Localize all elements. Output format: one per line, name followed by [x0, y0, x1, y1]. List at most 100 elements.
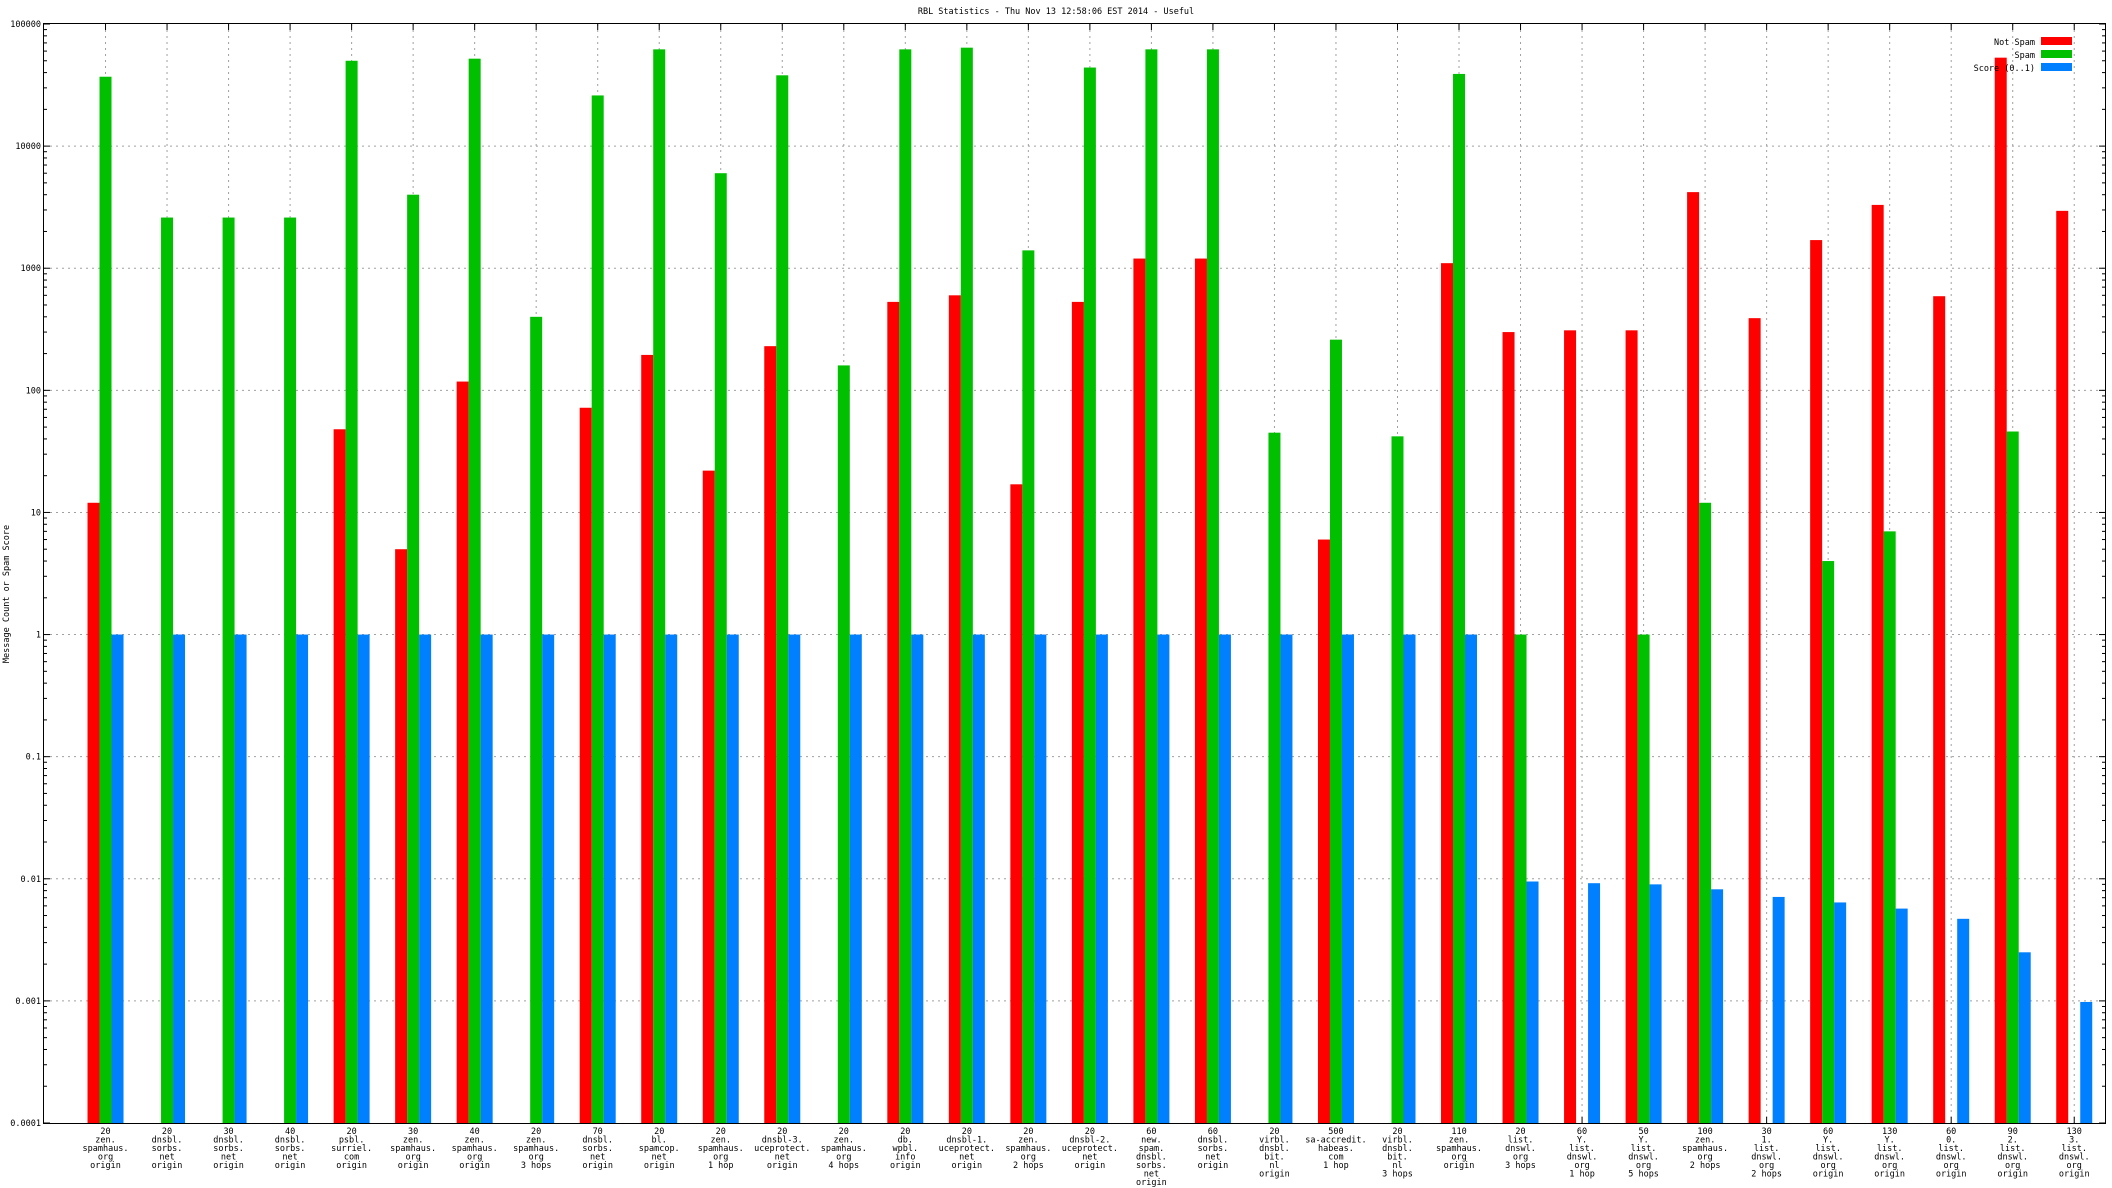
bar-score-0-1: [1649, 884, 1662, 1123]
x-tick-label: spamhaus.: [513, 1144, 559, 1154]
x-tick-label: uceprotect.: [1062, 1144, 1118, 1154]
x-tick-label: dnsbl.: [1382, 1144, 1413, 1154]
x-tick-label: org: [98, 1153, 113, 1163]
bar-not-spam: [1994, 57, 2007, 1124]
y-tick-label: 0.1: [26, 753, 41, 763]
bar-not-spam: [1933, 296, 1946, 1123]
x-tick-label: dnswl.: [1874, 1153, 1905, 1163]
x-tick-label: 20: [716, 1127, 726, 1137]
x-tick-label: 30: [223, 1127, 233, 1137]
bar-not-spam: [764, 346, 777, 1123]
x-tick-label: info: [895, 1153, 915, 1163]
x-tick-label: 20: [962, 1127, 972, 1137]
x-tick-label: list.: [1754, 1144, 1780, 1154]
x-tick-label: dnswl.: [1813, 1153, 1844, 1163]
bar-score-0-1: [542, 634, 555, 1123]
x-tick-label: 30: [408, 1127, 418, 1137]
bar-score-0-1: [480, 634, 493, 1123]
x-tick-label: origin: [1874, 1170, 1905, 1180]
x-tick-label: 60: [1946, 1127, 1956, 1137]
x-tick-label: 70: [593, 1127, 603, 1137]
x-tick-label: 130: [2067, 1127, 2082, 1137]
plot-frame: [43, 23, 2106, 1124]
x-tick-label: origin: [152, 1161, 183, 1171]
x-tick-label: org: [1759, 1161, 1774, 1171]
y-tick-label: 10000: [15, 142, 41, 152]
x-tick-label: 1 hop: [708, 1161, 734, 1171]
bar-not-spam: [887, 301, 900, 1123]
bar-score-0-1: [2018, 952, 2031, 1123]
bar-not-spam: [702, 470, 715, 1123]
x-tick-label: spamhaus.: [1436, 1144, 1482, 1154]
bar-score-0-1: [911, 634, 924, 1123]
y-tick-label: 100: [26, 386, 41, 396]
x-tick-label: dnsbl.: [275, 1136, 306, 1146]
x-tick-label: net: [1205, 1153, 1220, 1163]
bar-not-spam: [333, 429, 346, 1123]
bar-not-spam: [1441, 263, 1454, 1123]
x-tick-label: 20: [1023, 1127, 1033, 1137]
x-tick-label: origin: [459, 1161, 490, 1171]
x-tick-label: 1 hop: [1569, 1170, 1595, 1180]
bar-not-spam: [1502, 332, 1515, 1123]
x-tick-label: 60: [1146, 1127, 1156, 1137]
x-tick-label: org: [467, 1153, 482, 1163]
x-tick-label: net: [159, 1153, 174, 1163]
bar-not-spam: [1317, 539, 1330, 1123]
x-tick-label: 60: [1577, 1127, 1587, 1137]
x-tick-label: spamhaus.: [452, 1144, 498, 1154]
x-tick-label: origin: [2059, 1170, 2090, 1180]
bar-score-0-1: [1341, 634, 1354, 1123]
x-tick-label: db.: [898, 1136, 913, 1146]
x-tick-label: 60: [1208, 1127, 1218, 1137]
x-tick-label: list.: [1938, 1144, 1964, 1154]
bar-not-spam: [1564, 330, 1577, 1123]
x-tick-label: 130: [1882, 1127, 1897, 1137]
bars: [87, 47, 2093, 1124]
bar-score-0-1: [1157, 634, 1170, 1123]
bar-spam: [407, 194, 420, 1124]
x-tick-label: org: [1636, 1161, 1651, 1171]
bar-spam: [653, 49, 666, 1123]
x-tick-label: 20: [1269, 1127, 1279, 1137]
x-tick-label: sorbs.: [213, 1144, 244, 1154]
x-tick-label: dnsbl.: [1136, 1153, 1167, 1163]
bar-not-spam: [1810, 240, 1823, 1123]
bar-spam: [1699, 502, 1712, 1124]
x-tick-label: dnsbl.: [582, 1136, 613, 1146]
x-tick-label: 110: [1451, 1127, 1466, 1137]
bar-spam: [960, 47, 973, 1123]
bar-score-0-1: [603, 634, 616, 1123]
bar-spam: [468, 58, 481, 1123]
bar-score-0-1: [2080, 1001, 2093, 1123]
x-tick-label: 20: [162, 1127, 172, 1137]
x-tick-label: zen.: [464, 1136, 484, 1146]
x-tick-label: spamhaus.: [390, 1144, 436, 1154]
x-tick-label: list.: [1508, 1136, 1534, 1146]
x-tick-label: Y.: [1885, 1136, 1895, 1146]
x-tick-label: 30: [1762, 1127, 1772, 1137]
bar-score-0-1: [173, 634, 186, 1123]
x-tick-label: 20: [1392, 1127, 1402, 1137]
x-tick-label: virbl.: [1382, 1136, 1413, 1146]
x-tick-label: 20: [100, 1127, 110, 1137]
x-tick-label: net: [590, 1153, 605, 1163]
x-tick-label: org: [1944, 1161, 1959, 1171]
bar-spam: [99, 76, 112, 1123]
bar-score-0-1: [849, 634, 862, 1123]
bar-score-0-1: [1834, 902, 1847, 1123]
y-tick-label: 100000: [10, 20, 41, 30]
x-tick-label: sorbs.: [275, 1144, 306, 1154]
bar-score-0-1: [665, 634, 678, 1123]
x-tick-label: zen.: [711, 1136, 731, 1146]
legend-swatch: [2041, 50, 2072, 58]
x-tick-label: uceprotect.: [939, 1144, 995, 1154]
x-tick-label: zen.: [1449, 1136, 1469, 1146]
x-tick-label: 0.: [1946, 1136, 1956, 1146]
bar-score-0-1: [726, 634, 739, 1123]
y-tick-label: 0.0001: [10, 1119, 41, 1129]
x-tick-label: Y.: [1577, 1136, 1587, 1146]
x-tick-label: dnswl.: [1567, 1153, 1598, 1163]
x-tick-label: list.: [1877, 1144, 1903, 1154]
bar-spam: [1637, 634, 1650, 1123]
